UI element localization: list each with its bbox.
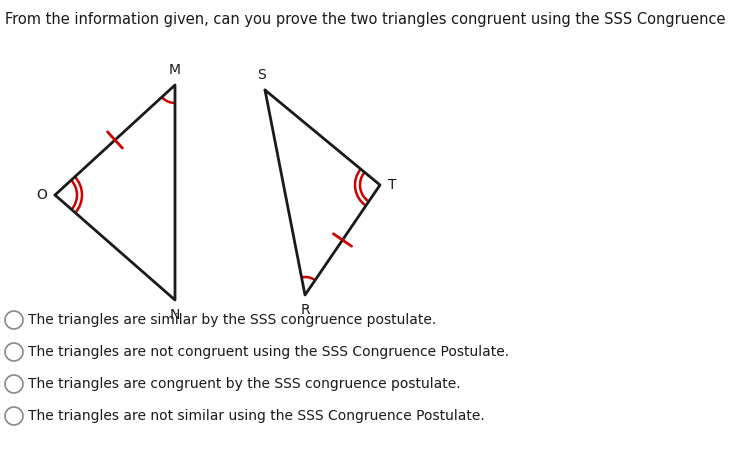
Text: R: R	[300, 303, 310, 317]
Text: O: O	[36, 188, 47, 202]
Text: T: T	[388, 178, 396, 192]
Text: The triangles are not similar using the SSS Congruence Postulate.: The triangles are not similar using the …	[28, 409, 485, 423]
Text: The triangles are not congruent using the SSS Congruence Postulate.: The triangles are not congruent using th…	[28, 345, 509, 359]
Text: The triangles are similar by the SSS congruence postulate.: The triangles are similar by the SSS con…	[28, 313, 437, 327]
Text: The triangles are congruent by the SSS congruence postulate.: The triangles are congruent by the SSS c…	[28, 377, 461, 391]
Text: S: S	[258, 68, 266, 82]
Text: N: N	[170, 308, 180, 322]
Text: M: M	[169, 63, 181, 77]
Text: From the information given, can you prove the two triangles congruent using the : From the information given, can you prov…	[5, 12, 730, 27]
